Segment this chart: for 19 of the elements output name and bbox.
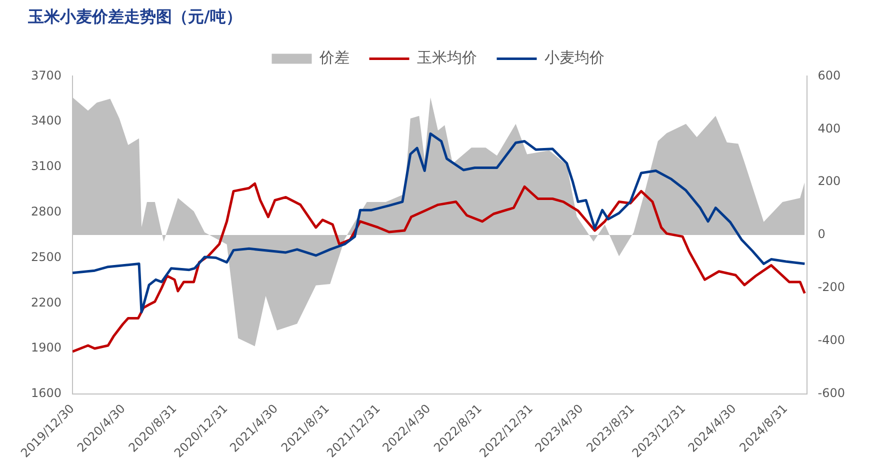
legend-label: 玉米均价 xyxy=(416,48,477,67)
y2-tick-label: 600 xyxy=(818,68,841,82)
y2-tick-label: -400 xyxy=(818,333,845,348)
chart-title: 玉米小麦价差走势图（元/吨） xyxy=(27,6,242,26)
y-tick-label: 1600 xyxy=(30,386,62,400)
y-tick-label: 2800 xyxy=(30,204,62,218)
y2-tick-label: -600 xyxy=(818,386,845,400)
y2-tick-label: 400 xyxy=(818,121,841,136)
legend-label: 价差 xyxy=(318,48,350,67)
legend-label: 小麦均价 xyxy=(544,48,604,67)
y2-tick-label: 0 xyxy=(818,227,826,242)
y2-tick-label: 200 xyxy=(818,174,841,188)
y-tick-label: 2500 xyxy=(30,250,62,264)
y-tick-label: 3400 xyxy=(30,114,62,128)
y-tick-label: 3700 xyxy=(30,68,62,82)
y-tick-label: 3100 xyxy=(30,159,62,174)
y-tick-label: 1900 xyxy=(30,340,62,355)
y-tick-label: 2200 xyxy=(30,295,62,310)
y2-tick-label: -200 xyxy=(818,280,845,294)
